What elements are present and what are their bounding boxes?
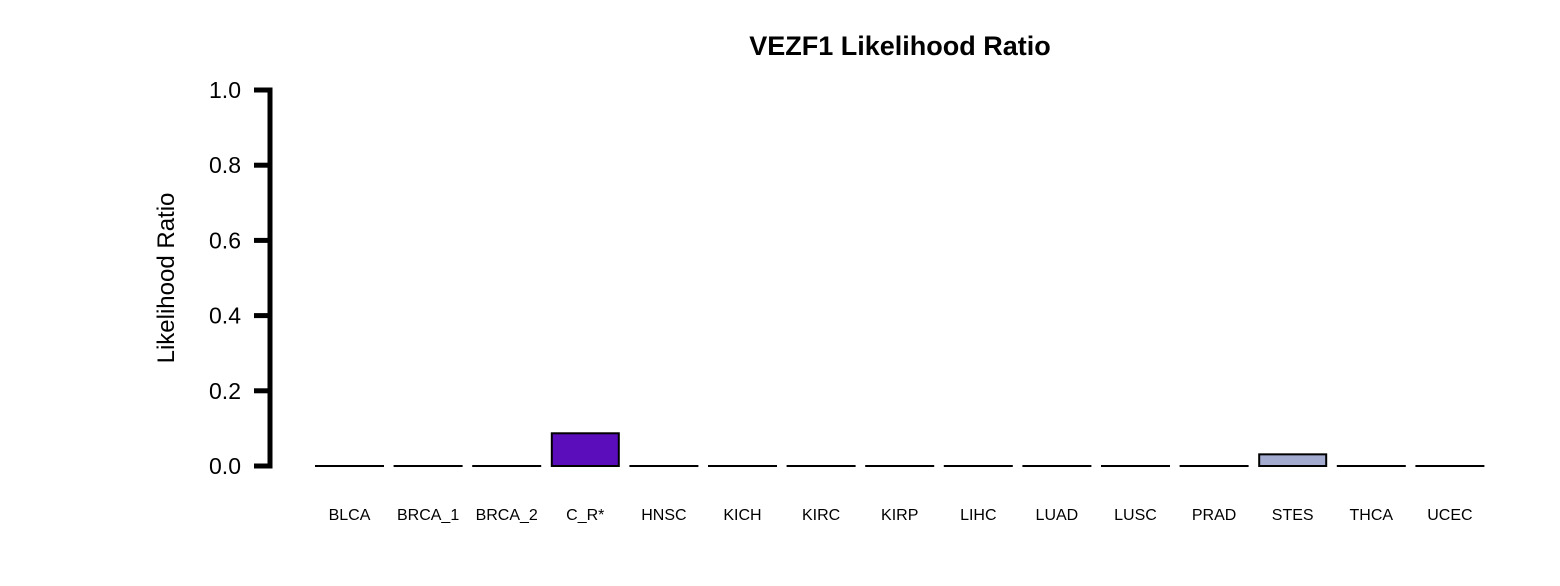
y-tick-label: 0.2 xyxy=(209,378,241,404)
x-tick-label: THCA xyxy=(1350,507,1394,524)
y-tick-label: 1.0 xyxy=(209,77,241,103)
x-tick-labels: BLCA BRCA_1 BRCA_2 C_R* HNSC KICH KIRC KIRP LIHC… xyxy=(329,507,1473,524)
bars-group xyxy=(315,432,1485,468)
y-axis-label: Likelihood Ratio xyxy=(153,193,180,364)
bar-c-r xyxy=(550,432,620,467)
bar-stes xyxy=(1258,453,1328,467)
x-tick-label: BRCA_1 xyxy=(397,507,459,524)
x-tick-label: C_R* xyxy=(566,507,604,524)
x-tick-label: PRAD xyxy=(1192,507,1236,524)
y-tick-label: 0.4 xyxy=(209,303,241,329)
x-tick-label: BRCA_2 xyxy=(476,507,538,524)
x-tick-label: LUSC xyxy=(1114,507,1157,524)
y-tick-label: 0.0 xyxy=(209,453,241,479)
y-tick-label: 0.8 xyxy=(209,152,241,178)
x-tick-label: LUAD xyxy=(1036,507,1079,524)
x-tick-label: LIHC xyxy=(960,507,996,524)
chart-title: VEZF1 Likelihood Ratio xyxy=(749,31,1051,61)
x-tick-label: BLCA xyxy=(329,507,371,524)
x-tick-label: UCEC xyxy=(1427,507,1472,524)
y-axis: 0.0 0.2 0.4 0.6 0.8 1.0 xyxy=(209,77,273,479)
x-tick-label: KIRC xyxy=(802,507,840,524)
x-tick-label: KIRP xyxy=(881,507,918,524)
y-tick-label: 0.6 xyxy=(209,227,241,253)
x-tick-label: HNSC xyxy=(641,507,686,524)
x-tick-label: KICH xyxy=(723,507,761,524)
x-tick-label: STES xyxy=(1272,507,1314,524)
